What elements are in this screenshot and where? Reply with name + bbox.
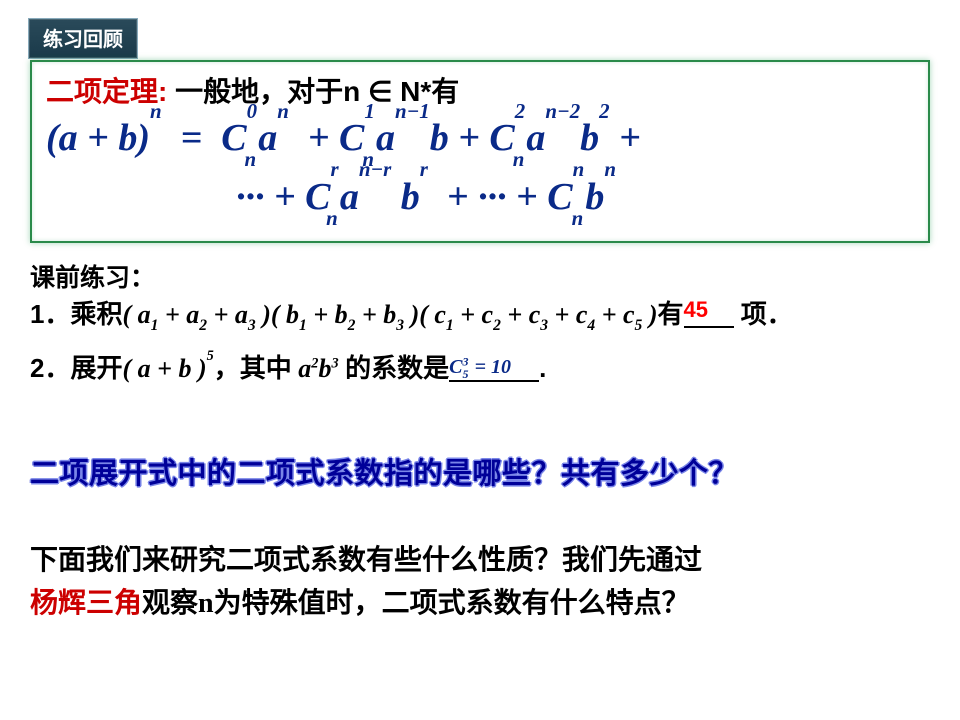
q1-lead: 1．乘积	[30, 299, 122, 329]
final-p2a: 观察	[142, 587, 198, 618]
q2-tail: .	[539, 353, 546, 383]
q2-lead: 2．展开	[30, 353, 122, 383]
formula-line1: (a + b)n = C0nan + C1nan−1b + C2nan−2b2 …	[46, 116, 914, 165]
theorem-box: 二项定理: 一般地，对于n ∈ N*有 (a + b)n = C0nan + C…	[30, 60, 930, 243]
final-p1: 下面我们来研究二项式系数有些什么性质？我们先通过	[30, 544, 702, 575]
q2-mid: ，其中	[214, 353, 292, 383]
q2-mid2: 的系数是	[345, 353, 449, 383]
q1-tail1: 有	[658, 299, 684, 329]
pre-exercise-label: 课前练习：	[30, 258, 155, 294]
final-n: n	[198, 588, 214, 619]
main-question: 二项展开式中的二项式系数指的是哪些？共有多少个？	[30, 450, 738, 492]
final-paragraph: 下面我们来研究二项式系数有些什么性质？我们先通过 杨辉三角观察n为特殊值时，二项…	[30, 538, 930, 626]
q2-expr: ( a + b )5	[122, 354, 213, 383]
review-tab: 练习回顾	[28, 18, 138, 59]
final-red: 杨辉三角	[30, 587, 142, 618]
q2-blank: C35 = 10	[449, 353, 539, 382]
question-2: 2．展开( a + b )5，其中 a2b3 的系数是C35 = 10.	[30, 348, 940, 385]
formula-line2: ··· + Crnan−r br + ··· + Cnnbn	[46, 175, 914, 224]
binomial-formula: (a + b)n = C0nan + C1nan−1b + C2nan−2b2 …	[46, 116, 914, 223]
q1-answer: 45	[684, 297, 708, 322]
final-p2b: 为特殊值时，二项式系数有什么特点？	[214, 587, 690, 618]
q2-term: a2b3	[292, 354, 345, 383]
q1-blank: 45	[684, 299, 734, 328]
theorem-heading: 二项定理: 一般地，对于n ∈ N*有	[46, 70, 914, 110]
q1-tail2: 项．	[734, 299, 793, 329]
question-1: 1．乘积( a1 + a2 + a3 )( b1 + b2 + b3 )( c1…	[30, 294, 940, 331]
q1-expression: ( a1 + a2 + a3 )( b1 + b2 + b3 )( c1 + c…	[122, 300, 657, 329]
q2-answer: C35 = 10	[449, 356, 511, 378]
